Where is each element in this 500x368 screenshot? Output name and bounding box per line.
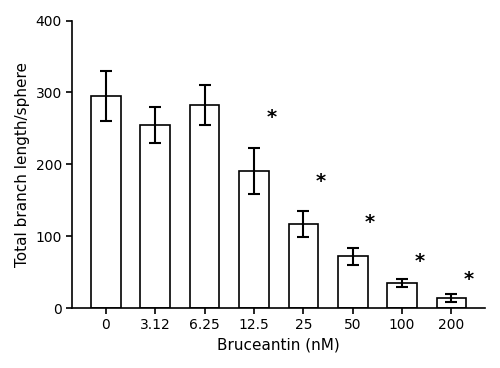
Bar [288,224,318,308]
Bar [190,105,220,308]
Text: *: * [414,252,424,271]
Y-axis label: Total branch length/sphere: Total branch length/sphere [15,62,30,267]
Bar [239,171,269,308]
Text: *: * [266,108,276,127]
Text: *: * [365,213,375,232]
Bar [388,283,417,308]
Text: *: * [464,270,474,289]
Bar [338,256,368,308]
Bar [436,298,466,308]
Bar [91,96,120,308]
X-axis label: Bruceantin (nM): Bruceantin (nM) [218,338,340,353]
Bar [140,125,170,308]
Text: *: * [316,172,326,191]
